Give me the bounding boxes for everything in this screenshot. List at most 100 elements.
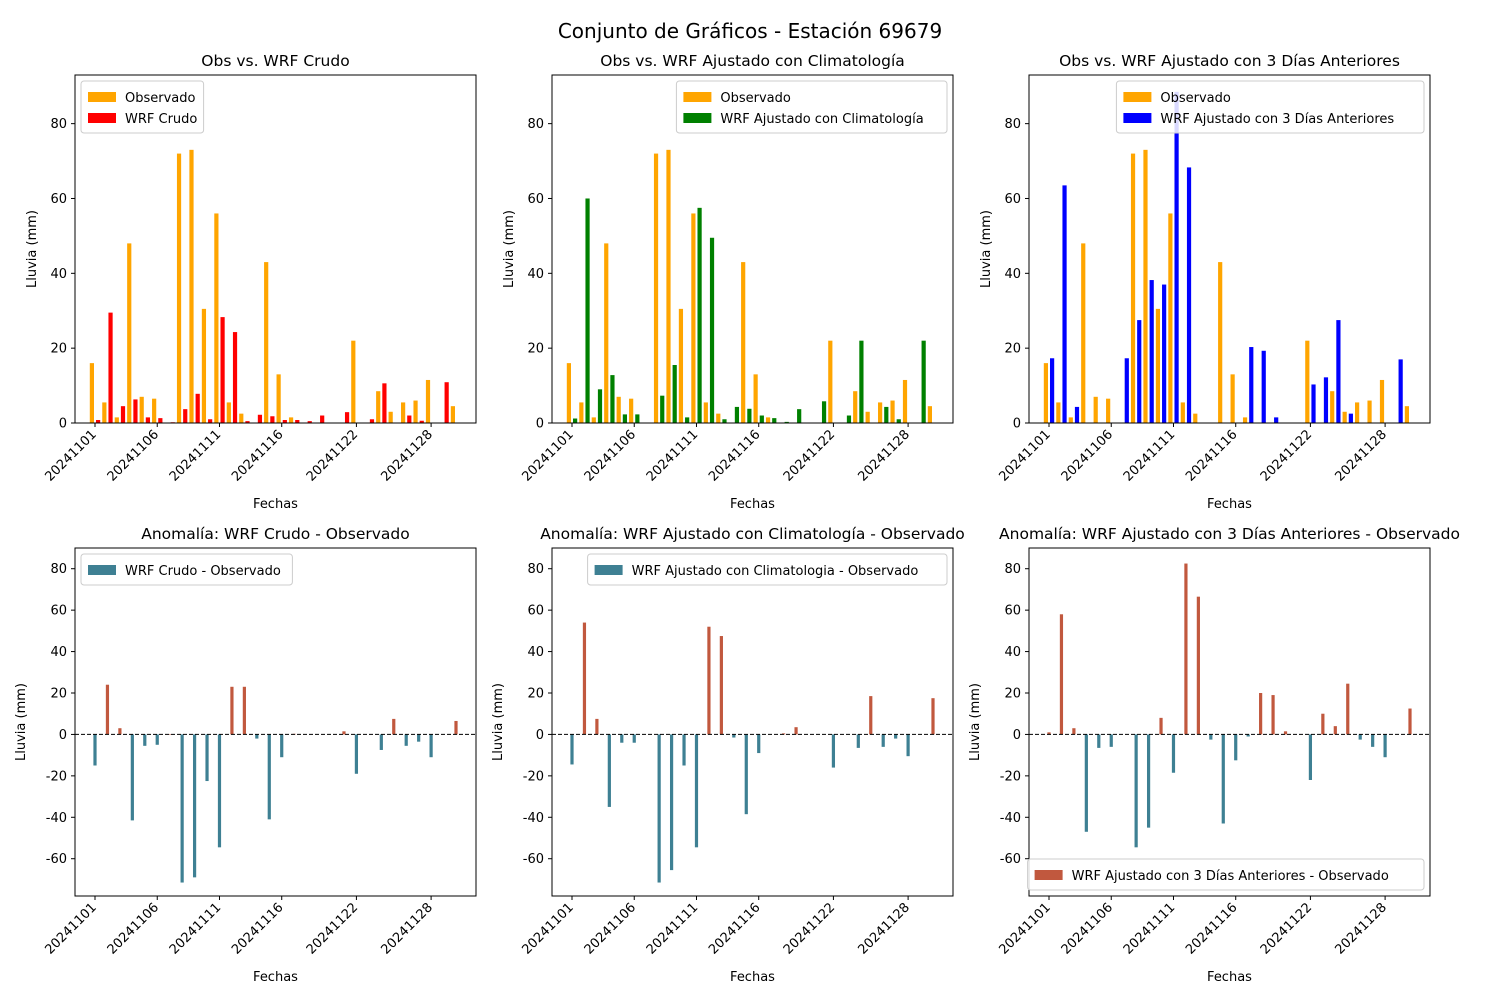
- x-tick-label: 20241106: [105, 900, 162, 957]
- anomaly-bar-negative: [906, 734, 910, 757]
- bar-crudo: [382, 383, 387, 423]
- bar-clim: [672, 365, 677, 423]
- anomaly-bar-positive: [242, 686, 246, 735]
- bar-clim: [734, 406, 740, 423]
- legend-label: Observado: [720, 91, 791, 106]
- legend: WRF Crudo - Observado: [80, 553, 293, 586]
- bar-observado: [604, 243, 609, 423]
- bar-crudo: [145, 417, 150, 423]
- bar-crudo: [158, 418, 163, 423]
- legend-swatch: [1034, 870, 1063, 880]
- anomaly-bar-positive: [168, 734, 172, 735]
- bar-tres: [1398, 359, 1403, 423]
- x-tick-label: 20241128: [856, 900, 913, 957]
- bar-observado: [139, 396, 144, 423]
- anomaly-bar-negative: [570, 734, 574, 765]
- legend-swatch: [1123, 92, 1152, 102]
- bar-observado: [1404, 406, 1409, 423]
- legend-label: WRF Crudo: [125, 112, 197, 127]
- x-axis-label: Fechas: [253, 970, 298, 985]
- bar-clim: [635, 414, 640, 423]
- legend-label: WRF Crudo - Observado: [125, 564, 281, 579]
- y-tick-label: 40: [50, 267, 67, 282]
- x-tick-label: 20241101: [996, 900, 1053, 957]
- anomaly-bar-positive: [1333, 726, 1337, 735]
- anomaly-bar-negative: [280, 734, 284, 758]
- y-tick-label: -40: [46, 811, 67, 826]
- anomaly-bar-positive: [582, 622, 587, 735]
- bar-observado: [1218, 262, 1223, 423]
- legend-box: [587, 553, 948, 586]
- legend-swatch: [594, 565, 623, 575]
- bar-tres: [1249, 347, 1254, 423]
- y-tick-label: -20: [46, 769, 67, 784]
- anomaly-bar-negative: [607, 734, 611, 807]
- y-tick-label: 60: [50, 604, 67, 619]
- y-axis-label: Lluvia (mm): [968, 683, 983, 761]
- bar-tres: [1074, 406, 1080, 423]
- bar-observado: [1330, 391, 1335, 423]
- bar-observado: [703, 402, 708, 423]
- bar-observado: [450, 406, 455, 423]
- anomaly-bar-positive: [1047, 732, 1051, 735]
- bar-observado: [1068, 417, 1073, 423]
- anomaly-bar-positive: [719, 636, 723, 735]
- x-tick-label: 20241111: [1121, 900, 1178, 957]
- y-tick-label: 20: [50, 687, 67, 702]
- anomaly-bar-positive: [1283, 731, 1288, 735]
- anomaly-bar-negative: [620, 734, 624, 743]
- y-tick-label: -60: [46, 852, 67, 867]
- anomaly-bar-negative: [1358, 734, 1362, 740]
- bar-observado: [753, 374, 758, 423]
- x-tick-label: 20241111: [644, 427, 701, 484]
- anomaly-bar-positive: [1159, 717, 1163, 735]
- subplot-title: Anomalía: WRF Ajustado con 3 Días Anteri…: [999, 525, 1460, 543]
- anomaly-bar-negative: [404, 734, 408, 746]
- anomaly-bar-negative: [205, 734, 209, 782]
- y-axis-label: Lluvia (mm): [502, 210, 517, 288]
- bar-observado: [591, 417, 596, 423]
- figure-suptitle: Conjunto de Gráficos - Estación 69679: [558, 19, 942, 43]
- x-tick-label: 20241111: [167, 427, 224, 484]
- anomaly-bar-positive: [794, 727, 798, 735]
- bar-crudo: [295, 420, 300, 423]
- bar-crudo: [320, 415, 325, 423]
- bar-clim: [859, 340, 864, 423]
- anomaly-bar-negative: [1383, 734, 1387, 758]
- x-tick-label: 20241128: [379, 900, 436, 957]
- legend-label: WRF Ajustado con Climatología: [720, 112, 923, 127]
- anomaly-bar-positive: [1184, 563, 1188, 735]
- bar-observado: [1230, 374, 1235, 423]
- y-tick-label: -60: [1000, 852, 1021, 867]
- anomaly-bar-positive: [931, 698, 935, 735]
- bar-observado: [176, 153, 182, 424]
- anomaly-bar-negative: [856, 734, 860, 748]
- anomaly-bar-negative: [1308, 734, 1313, 780]
- anomaly-bar-positive: [595, 718, 599, 735]
- bar-crudo: [344, 412, 350, 423]
- anomaly-bar-negative: [657, 734, 661, 883]
- x-tick-label: 20241116: [229, 427, 286, 484]
- bar-crudo: [133, 399, 138, 423]
- y-axis-label: Lluvia (mm): [14, 683, 29, 761]
- bar-crudo: [257, 414, 263, 423]
- legend-label: Observado: [1160, 91, 1231, 106]
- bar-observado: [566, 363, 571, 423]
- anomaly-bar-positive: [230, 686, 234, 735]
- bar-tres: [1323, 377, 1329, 423]
- bar-observado: [865, 411, 870, 423]
- y-tick-label: 80: [527, 117, 544, 132]
- legend-box: [675, 80, 948, 134]
- bar-observado: [214, 213, 219, 423]
- bar-clim: [685, 417, 690, 423]
- x-tick-label: 20241106: [1059, 427, 1116, 484]
- y-tick-label: -20: [523, 769, 544, 784]
- bar-observado: [1106, 398, 1111, 423]
- axes-frame: [1028, 547, 1431, 897]
- axes-frame: [551, 74, 954, 424]
- bar-crudo: [232, 332, 238, 423]
- y-tick-label: 0: [1013, 728, 1021, 743]
- bar-crudo: [270, 416, 275, 423]
- bar-clim: [585, 198, 590, 423]
